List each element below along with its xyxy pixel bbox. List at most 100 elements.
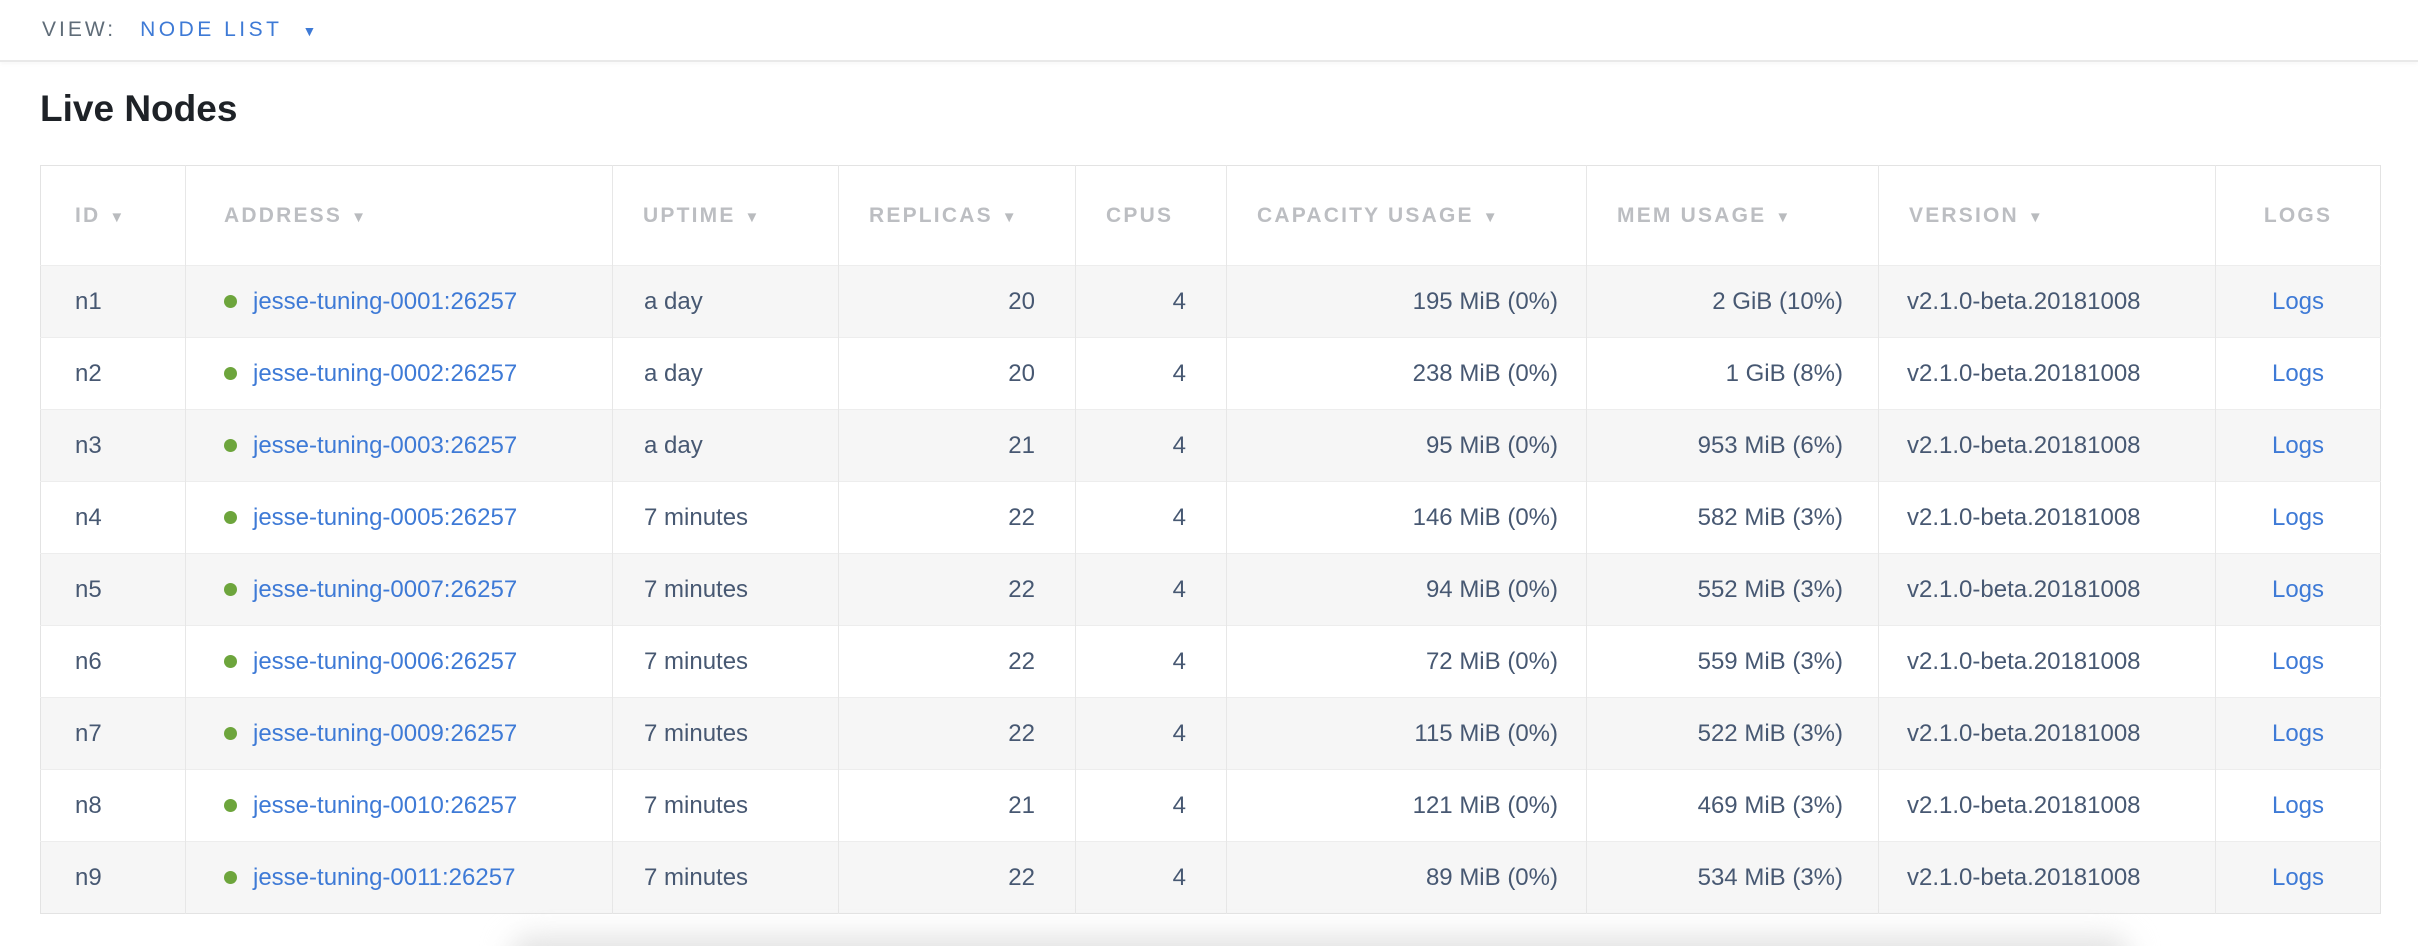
cell-node-id: n6: [40, 625, 186, 698]
logs-link[interactable]: Logs: [2271, 791, 2325, 819]
view-bar: VIEW: NODE LIST ▼: [0, 0, 2418, 62]
logs-link[interactable]: Logs: [2271, 575, 2325, 603]
logs-link[interactable]: Logs: [2271, 719, 2325, 747]
node-address-link[interactable]: jesse-tuning-0006:26257: [253, 647, 518, 675]
cell-capacity-usage: 146 MiB (0%): [1226, 481, 1587, 554]
column-header-replicas[interactable]: REPLICAS ▼: [838, 165, 1076, 266]
node-live-status-icon: [224, 294, 237, 308]
cell-cpus: 4: [1075, 625, 1227, 698]
cell-address: jesse-tuning-0002:26257: [185, 337, 613, 410]
logs-link[interactable]: Logs: [2271, 431, 2325, 459]
cell-uptime: 7 minutes: [612, 481, 839, 554]
live-nodes-table: ID ▼ ADDRESS ▼ UPTIME ▼ REPLICAS ▼ CPUS CAPACITY …: [40, 165, 2381, 914]
cell-logs: Logs: [2215, 481, 2381, 554]
cell-node-id: n1: [40, 265, 186, 338]
column-header-version[interactable]: VERSION ▼: [1878, 165, 2216, 266]
view-selector-value: NODE LIST: [140, 18, 283, 41]
cell-version: v2.1.0-beta.20181008: [1878, 265, 2216, 338]
node-address-link[interactable]: jesse-tuning-0007:26257: [253, 575, 518, 603]
table-row: n1 jesse-tuning-0001:26257 a day 20 4 19…: [40, 265, 2381, 338]
column-header-capacity[interactable]: CAPACITY USAGE ▼: [1226, 165, 1587, 266]
column-header-id[interactable]: ID ▼: [40, 165, 186, 266]
cell-replicas: 22: [838, 625, 1076, 698]
column-header-uptime[interactable]: UPTIME ▼: [612, 165, 839, 266]
logs-link[interactable]: Logs: [2271, 287, 2325, 315]
table-row: n2 jesse-tuning-0002:26257 a day 20 4 23…: [40, 337, 2381, 410]
cell-mem-usage: 953 MiB (6%): [1586, 409, 1879, 482]
cell-logs: Logs: [2215, 337, 2381, 410]
node-address-link[interactable]: jesse-tuning-0005:26257: [253, 503, 518, 531]
table-body: n1 jesse-tuning-0001:26257 a day 20 4 19…: [40, 265, 2381, 914]
cell-address: jesse-tuning-0006:26257: [185, 625, 613, 698]
cell-address: jesse-tuning-0011:26257: [185, 841, 613, 914]
cell-uptime: 7 minutes: [612, 769, 839, 842]
table-row: n7 jesse-tuning-0009:26257 7 minutes 22 …: [40, 697, 2381, 770]
cell-mem-usage: 2 GiB (10%): [1586, 265, 1879, 338]
column-header-logs: LOGS: [2215, 165, 2381, 266]
table-row: n6 jesse-tuning-0006:26257 7 minutes 22 …: [40, 625, 2381, 698]
cell-cpus: 4: [1075, 481, 1227, 554]
logs-link[interactable]: Logs: [2271, 503, 2325, 531]
node-live-status-icon: [224, 870, 237, 884]
table-header-row: ID ▼ ADDRESS ▼ UPTIME ▼ REPLICAS ▼ CPUS CAPACITY …: [40, 165, 2381, 266]
cell-logs: Logs: [2215, 265, 2381, 338]
cell-node-id: n9: [40, 841, 186, 914]
cell-mem-usage: 522 MiB (3%): [1586, 697, 1879, 770]
column-header-label: ADDRESS: [224, 203, 343, 227]
sort-arrow-icon: ▼: [2027, 208, 2045, 226]
column-header-label: CPUS: [1106, 203, 1174, 227]
cell-mem-usage: 1 GiB (8%): [1586, 337, 1879, 410]
view-selector-dropdown[interactable]: NODE LIST ▼: [140, 18, 316, 42]
column-header-label: MEM USAGE: [1617, 203, 1767, 227]
cell-replicas: 22: [838, 697, 1076, 770]
node-address-link[interactable]: jesse-tuning-0009:26257: [253, 719, 518, 747]
cell-version: v2.1.0-beta.20181008: [1878, 481, 2216, 554]
sort-arrow-icon: ▼: [1482, 208, 1500, 226]
cell-cpus: 4: [1075, 337, 1227, 410]
cell-version: v2.1.0-beta.20181008: [1878, 697, 2216, 770]
cell-version: v2.1.0-beta.20181008: [1878, 337, 2216, 410]
next-section-shadow: [510, 936, 2130, 946]
cell-version: v2.1.0-beta.20181008: [1878, 841, 2216, 914]
cell-node-id: n3: [40, 409, 186, 482]
cell-mem-usage: 469 MiB (3%): [1586, 769, 1879, 842]
table-row: n4 jesse-tuning-0005:26257 7 minutes 22 …: [40, 481, 2381, 554]
cell-capacity-usage: 72 MiB (0%): [1226, 625, 1587, 698]
cell-version: v2.1.0-beta.20181008: [1878, 409, 2216, 482]
logs-link[interactable]: Logs: [2271, 359, 2325, 387]
column-header-address[interactable]: ADDRESS ▼: [185, 165, 613, 266]
cell-mem-usage: 582 MiB (3%): [1586, 481, 1879, 554]
cell-capacity-usage: 115 MiB (0%): [1226, 697, 1587, 770]
node-address-link[interactable]: jesse-tuning-0011:26257: [253, 863, 516, 891]
cell-replicas: 20: [838, 265, 1076, 338]
logs-link[interactable]: Logs: [2271, 647, 2325, 675]
sort-arrow-icon: ▼: [109, 208, 127, 226]
node-address-link[interactable]: jesse-tuning-0003:26257: [253, 431, 518, 459]
node-address-link[interactable]: jesse-tuning-0010:26257: [253, 791, 518, 819]
cell-capacity-usage: 238 MiB (0%): [1226, 337, 1587, 410]
cell-version: v2.1.0-beta.20181008: [1878, 625, 2216, 698]
cell-version: v2.1.0-beta.20181008: [1878, 553, 2216, 626]
cell-uptime: 7 minutes: [612, 553, 839, 626]
node-live-status-icon: [224, 654, 237, 668]
cell-replicas: 22: [838, 841, 1076, 914]
sort-arrow-icon: ▼: [744, 208, 762, 226]
cell-address: jesse-tuning-0009:26257: [185, 697, 613, 770]
cell-logs: Logs: [2215, 553, 2381, 626]
node-address-link[interactable]: jesse-tuning-0001:26257: [253, 287, 518, 315]
cell-node-id: n5: [40, 553, 186, 626]
column-header-mem[interactable]: MEM USAGE ▼: [1586, 165, 1879, 266]
cell-cpus: 4: [1075, 841, 1227, 914]
cell-version: v2.1.0-beta.20181008: [1878, 769, 2216, 842]
node-live-status-icon: [224, 510, 237, 524]
cell-node-id: n7: [40, 697, 186, 770]
cell-mem-usage: 534 MiB (3%): [1586, 841, 1879, 914]
logs-link[interactable]: Logs: [2271, 863, 2325, 891]
node-address-link[interactable]: jesse-tuning-0002:26257: [253, 359, 518, 387]
node-live-status-icon: [224, 582, 237, 596]
cell-uptime: a day: [612, 337, 839, 410]
table-row: n9 jesse-tuning-0011:26257 7 minutes 22 …: [40, 841, 2381, 914]
node-live-status-icon: [224, 438, 237, 452]
cell-uptime: a day: [612, 265, 839, 338]
cell-cpus: 4: [1075, 697, 1227, 770]
